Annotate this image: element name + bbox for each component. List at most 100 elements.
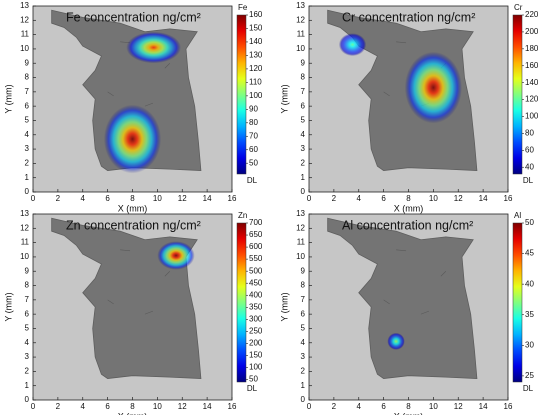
y-tick-label: 8: [25, 73, 30, 82]
colorbar-tick-label: 250: [249, 327, 263, 336]
colorbar-tick-label: 30: [525, 340, 534, 349]
colorbar-bottom-label: DL: [247, 176, 258, 185]
y-tick-label: 11: [21, 238, 30, 247]
y-tick-label: 3: [25, 144, 30, 153]
colorbar-tick-label: 50: [249, 158, 258, 167]
y-tick-label: 10: [296, 252, 305, 261]
colorbar-tick-label: 140: [249, 37, 263, 46]
y-axis-label: Y (mm): [3, 84, 13, 113]
colorbar-tick-label: 600: [249, 242, 263, 251]
y-axis-label: Y (mm): [279, 292, 289, 321]
x-tick-label: 4: [357, 194, 362, 203]
y-tick-label: 5: [301, 116, 306, 125]
colorbar-label: Cr: [514, 3, 523, 12]
x-tick-label: 12: [178, 402, 187, 411]
colorbar-tick-label: 110: [249, 77, 262, 86]
x-tick-label: 2: [56, 402, 61, 411]
colorbar-tick-label: 700: [249, 218, 263, 227]
y-tick-label: 11: [297, 30, 306, 39]
y-tick-label: 11: [297, 238, 306, 247]
x-tick-label: 10: [153, 402, 162, 411]
y-tick-label: 12: [20, 15, 29, 24]
x-tick-label: 4: [81, 194, 86, 203]
x-axis-label: X (mm): [118, 411, 148, 415]
x-tick-label: 14: [479, 194, 488, 203]
chart-title: Fe concentration ng/cm²: [66, 10, 201, 24]
x-tick-label: 16: [228, 194, 237, 203]
colorbar-tick-label: 60: [525, 145, 534, 154]
x-tick-label: 10: [429, 194, 438, 203]
x-tick-label: 12: [454, 402, 463, 411]
x-tick-label: 14: [479, 402, 488, 411]
colorbar-tick-label: 40: [525, 279, 534, 288]
colorbar-tick-label: 550: [249, 254, 263, 263]
y-tick-label: 5: [25, 116, 30, 125]
chart-title: Zn concentration ng/cm²: [66, 218, 201, 232]
colorbar-tick-label: 80: [525, 129, 534, 138]
colorbar-tick-label: 150: [249, 351, 263, 360]
y-tick-label: 13: [296, 209, 305, 218]
y-tick-label: 9: [25, 266, 30, 275]
colorbar-tick-label: 35: [525, 310, 534, 319]
y-tick-label: 7: [301, 295, 306, 304]
colorbar-tick-label: 120: [525, 95, 539, 104]
y-tick-label: 0: [301, 395, 306, 404]
colorbar-tick-label: 100: [249, 363, 263, 372]
y-tick-label: 4: [301, 130, 306, 139]
chart-title: Cr concentration ng/cm²: [342, 10, 475, 24]
colorbar-bottom-label: DL: [247, 384, 258, 393]
y-tick-label: 7: [25, 87, 30, 96]
colorbar: [236, 222, 247, 383]
x-tick-label: 4: [81, 402, 86, 411]
colorbar-tick-label: 200: [249, 339, 263, 348]
chart-title: Al concentration ng/cm²: [342, 218, 473, 232]
y-tick-label: 10: [20, 44, 29, 53]
y-tick-label: 4: [301, 338, 306, 347]
y-tick-label: 8: [301, 73, 306, 82]
colorbar-tick-label: 450: [249, 278, 263, 287]
x-tick-label: 8: [406, 194, 411, 203]
colorbar-tick-label: 650: [249, 230, 263, 239]
y-tick-label: 4: [25, 338, 30, 347]
colorbar-label: Al: [514, 211, 521, 220]
colorbar-tick-label: 130: [249, 51, 263, 60]
y-tick-label: 10: [296, 44, 305, 53]
colorbar: [236, 14, 247, 175]
y-tick-label: 13: [20, 1, 29, 10]
colorbar-label: Zn: [238, 211, 247, 220]
y-tick-label: 2: [301, 158, 306, 167]
colorbar-tick-label: 160: [249, 10, 263, 19]
x-tick-label: 10: [153, 194, 162, 203]
y-tick-label: 0: [301, 187, 306, 196]
x-axis-label: X (mm): [394, 203, 424, 213]
y-tick-label: 7: [301, 87, 306, 96]
hotspot: [387, 332, 405, 350]
y-tick-label: 9: [25, 58, 30, 67]
y-tick-label: 6: [301, 309, 306, 318]
y-tick-label: 1: [301, 173, 306, 182]
x-tick-label: 6: [105, 402, 110, 411]
hotspot: [338, 33, 367, 57]
y-tick-label: 6: [25, 101, 30, 110]
sample-texture: [383, 249, 447, 315]
y-tick-label: 3: [301, 144, 306, 153]
colorbar-tick-label: 45: [525, 249, 534, 258]
y-tick-label: 4: [25, 130, 30, 139]
colorbar-tick-label: 160: [525, 61, 539, 70]
x-tick-label: 2: [332, 402, 337, 411]
colorbar-tick-label: 70: [249, 131, 258, 140]
colorbar-tick-label: 220: [525, 10, 539, 19]
y-axis-label: Y (mm): [279, 84, 289, 113]
hotspot: [157, 241, 195, 270]
y-tick-label: 9: [301, 58, 306, 67]
hotspot: [404, 51, 462, 124]
y-tick-label: 1: [25, 381, 30, 390]
y-tick-label: 6: [25, 309, 30, 318]
colorbar-tick-label: 120: [249, 64, 263, 73]
y-tick-label: 3: [25, 352, 30, 361]
x-tick-label: 4: [357, 402, 362, 411]
x-tick-label: 0: [31, 402, 36, 411]
